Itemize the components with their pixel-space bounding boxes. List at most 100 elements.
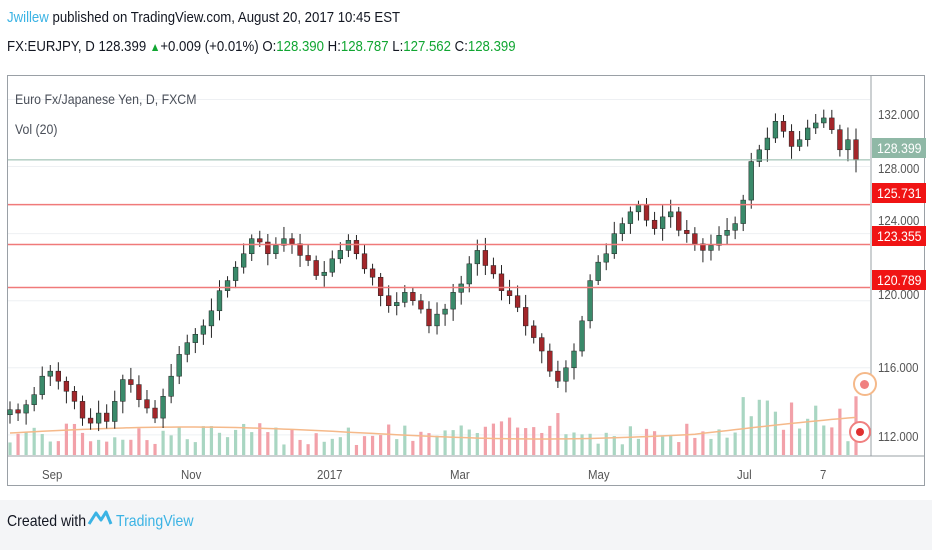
volume-bar [258, 423, 262, 455]
volume-bar [338, 437, 342, 455]
candle-body [361, 253, 368, 270]
volume-bar [548, 425, 552, 455]
candle-body [579, 320, 585, 352]
candle-body [136, 384, 142, 400]
volume-bar [346, 427, 350, 455]
candle-body [539, 337, 545, 352]
candle-body [216, 290, 223, 312]
volume-bar [113, 437, 117, 455]
candle-body [821, 117, 827, 124]
volume-bar [306, 444, 310, 455]
volume-bar [16, 433, 20, 455]
volume-bar [387, 424, 391, 455]
publish-text: published on TradingView.com, August 20,… [48, 9, 401, 26]
chart-legend-title[interactable]: Euro Fx/Japanese Yen, D, FXCM [15, 91, 197, 107]
volume-bar [709, 438, 713, 455]
candle-body [208, 310, 215, 327]
volume-bar [620, 444, 624, 455]
candle-body [55, 370, 61, 382]
volume-bar [540, 432, 544, 455]
x-tick-label: Jul [737, 467, 752, 482]
symbol-label[interactable]: FX:EURJPY, D [7, 38, 95, 55]
volume-bar [717, 429, 721, 455]
up-arrow-icon: ▲ [149, 40, 161, 54]
alert-dot-icon [860, 380, 869, 389]
candle-body [764, 137, 771, 151]
y-tick-label: 112.000 [878, 429, 919, 444]
volume-bar [217, 432, 222, 455]
volume-bar [242, 423, 246, 455]
candle-body [160, 396, 166, 419]
y-tick-label: 116.000 [878, 360, 919, 375]
quote-line: FX:EURJPY, D 128.399 ▲+0.009 (+0.01%) O:… [7, 38, 516, 55]
candle-body [853, 139, 859, 161]
publisher-link[interactable]: Jwillew [7, 9, 49, 26]
tradingview-brand-link[interactable]: TradingView [116, 513, 194, 530]
candle-body [168, 375, 174, 397]
volume-bar [24, 432, 28, 455]
candle-body [329, 258, 335, 273]
volume-bar [298, 439, 302, 455]
created-with-text: Created with [7, 513, 87, 530]
candle-body [547, 350, 553, 372]
volume-bar [685, 423, 689, 455]
volume-bar [806, 418, 810, 455]
candle-body [7, 409, 13, 416]
x-tick-label: 2017 [317, 467, 343, 482]
volume-bar [532, 427, 536, 455]
event-dot-icon [856, 428, 864, 436]
candle-body [780, 121, 787, 132]
volume-bar [80, 432, 85, 455]
candlesticks [7, 109, 859, 432]
volume-bar [580, 434, 584, 455]
level-tag: 123.355 [872, 226, 926, 246]
volume-ma-line [9, 416, 857, 440]
candle-body [128, 379, 134, 385]
volume-bar [773, 411, 778, 455]
volume-legend[interactable]: Vol (20) [15, 121, 58, 137]
candle-body [369, 268, 376, 278]
candle-body [241, 253, 247, 268]
volume-bar [491, 423, 496, 455]
volume-bar [588, 433, 592, 455]
tradingview-logo-icon[interactable] [87, 508, 113, 528]
candle-body [531, 325, 537, 338]
candle-body [708, 245, 714, 251]
candle-body [716, 235, 722, 246]
candle-body [71, 391, 78, 402]
candle-body [394, 302, 400, 306]
volume-bar [661, 436, 665, 455]
volume-bar [234, 429, 238, 455]
volume-bar [8, 442, 12, 455]
candle-body [79, 401, 86, 419]
volume-bar [185, 439, 189, 455]
volume-bar [572, 432, 576, 455]
candle-body [668, 211, 674, 218]
change-value: +0.009 (+0.01%) [160, 38, 259, 55]
candle-body [418, 300, 424, 310]
candle-body [353, 240, 360, 255]
volume-bar [121, 439, 125, 455]
candle-body [829, 117, 835, 130]
volume-bar [427, 433, 431, 455]
volume-bar [765, 400, 769, 455]
volume-bar [201, 426, 205, 455]
volume-bar [64, 423, 68, 455]
candle-body [232, 266, 239, 281]
candle-body [813, 122, 819, 129]
volume-bar [250, 432, 254, 455]
candle-body [643, 204, 650, 221]
x-tick-label: 7 [820, 467, 827, 482]
volume-bar [693, 437, 697, 455]
volume-bar [669, 435, 673, 455]
candle-body [345, 240, 352, 251]
horizontal-levels[interactable] [8, 203, 870, 289]
candle-body [635, 204, 642, 213]
alert-marker-icon[interactable] [853, 372, 877, 396]
close-label: C: [454, 38, 468, 55]
price-chart[interactable] [0, 0, 932, 500]
high-label: H: [327, 38, 341, 55]
candle-body [63, 380, 70, 392]
volume-bar [725, 437, 729, 455]
candle-body [805, 127, 811, 140]
